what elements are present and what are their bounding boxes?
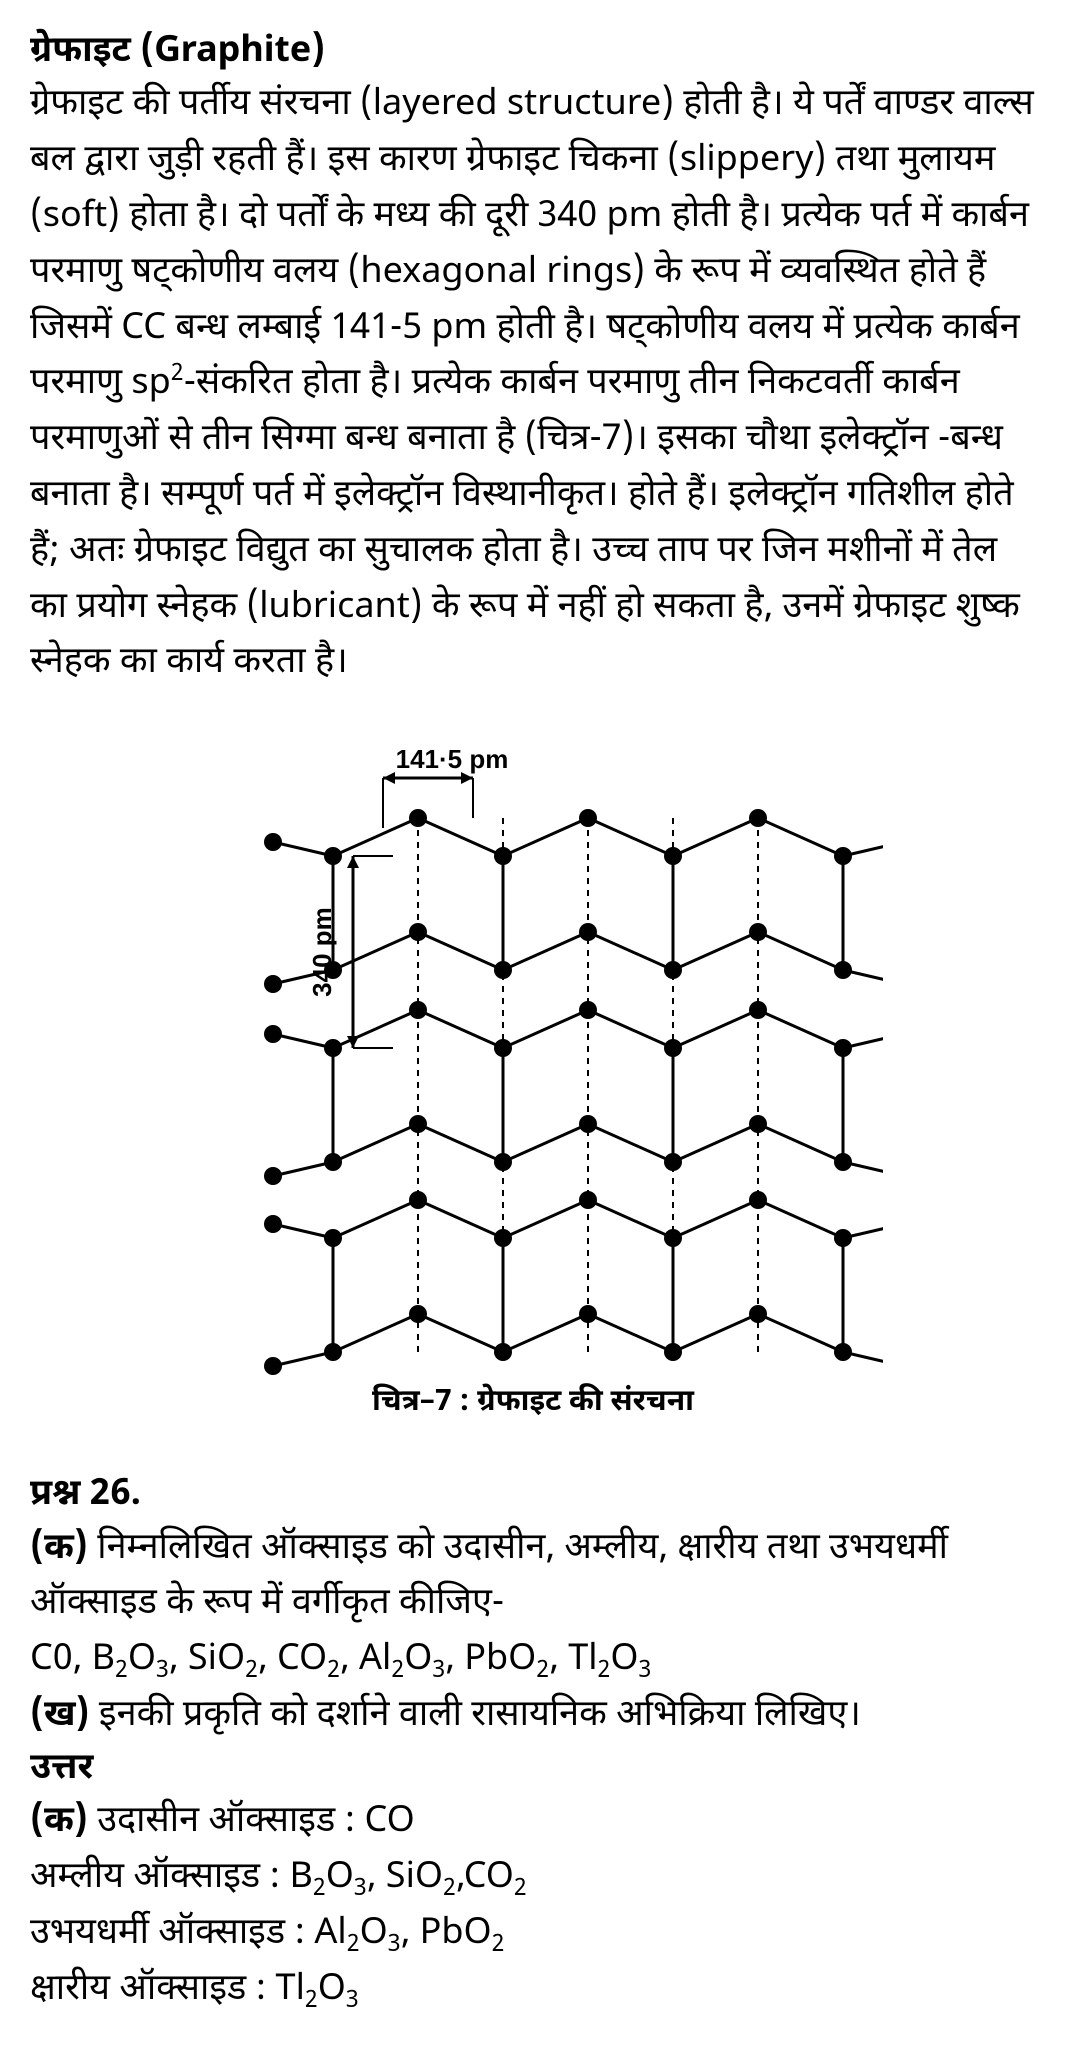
kha-text: इनकी प्रकृति को दर्शाने वाली रासायनिक अभ… [90, 1693, 861, 1740]
question-title: प्रश्न 26. [30, 1471, 1036, 1521]
figure-7: 141·5 pm 340 pm चित्र–7 : ग्रेफाइट की संर… [183, 738, 883, 1423]
ka-ans-label: (क) [30, 1799, 88, 1846]
svg-text:141·5 pm: 141·5 pm [396, 744, 509, 774]
figure-7-container: 141·5 pm 340 pm चित्र–7 : ग्रेफाइट की संर… [30, 738, 1036, 1423]
answer-ka: (क) उदासीन ऑक्साइड : CO [30, 1795, 1036, 1851]
svg-text:340 pm: 340 pm [307, 907, 337, 997]
kha-label: (ख) [30, 1693, 90, 1740]
formula-line: C0, B2O3, SiO2, CO2, Al2O3, PbO2, Tl2O3 [30, 1633, 1036, 1689]
ans-line-0: उदासीन ऑक्साइड : CO [88, 1799, 415, 1846]
sup-2: 2 [171, 359, 184, 390]
question-ka: (क) निम्नलिखित ऑक्साइड को उदासीन, अम्लीय… [30, 1522, 1036, 1634]
question-kha: (ख) इनकी प्रकृति को दर्शाने वाली रासायनि… [30, 1689, 1036, 1745]
section-heading: ग्रेफाइट (Graphite) [30, 28, 1036, 78]
ans-line-1: अम्लीय ऑक्साइड : B2O3, SiO2,CO2 [30, 1851, 1036, 1907]
figure-caption: चित्र–7 : ग्रेफाइट की संरचना [183, 1384, 883, 1423]
para-b: -संकरित होता है। प्रत्येक कार्बन परमाणु … [30, 361, 1020, 687]
section-paragraph: ग्रेफाइट की पर्तीय संरचना (layered struc… [30, 78, 1036, 692]
answer-label: उत्तर [30, 1745, 1036, 1795]
graphite-structure-diagram: 141·5 pm 340 pm [183, 738, 883, 1378]
question-26: प्रश्न 26. (क) निम्नलिखित ऑक्साइड को उदा… [30, 1471, 1036, 2018]
ans-line-2: उभयधर्मी ऑक्साइड : Al2O3, PbO2 [30, 1907, 1036, 1963]
ka-label: (क) [30, 1526, 88, 1573]
ka-text: निम्नलिखित ऑक्साइड को उदासीन, अम्लीय, क्… [30, 1526, 948, 1629]
ans-line-3: क्षारीय ऑक्साइड : Tl2O3 [30, 1963, 1036, 2019]
